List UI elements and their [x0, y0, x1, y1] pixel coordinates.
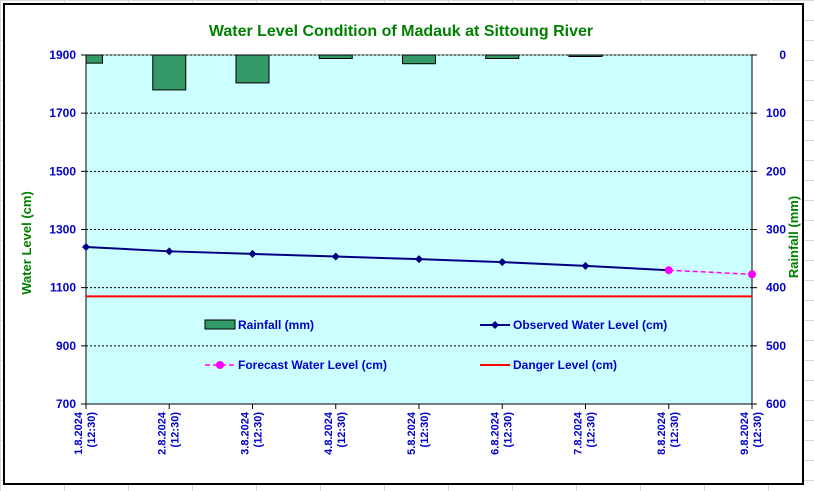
- forecast-water-level-line: [668, 269, 753, 276]
- x-tick-label: 9.8.2024: [739, 411, 751, 455]
- observed-point: [331, 252, 340, 261]
- observed-water-level-line: [85, 245, 669, 272]
- forecast-point: [748, 270, 756, 279]
- rainfall-bar: [485, 54, 520, 59]
- observed-point: [498, 258, 507, 267]
- rainfall-bar: [152, 54, 187, 91]
- left-tick-label: 900: [56, 339, 76, 353]
- legend-forecast-marker: [216, 361, 224, 369]
- x-tick-label: 3.8.2024: [240, 411, 252, 455]
- x-tick-label: (12:30): [502, 412, 514, 448]
- x-tick-label: 5.8.2024: [406, 411, 418, 455]
- rainfall-bar: [318, 54, 353, 59]
- legend-observed-label: Observed Water Level (cm): [513, 318, 667, 332]
- x-tick-label: (12:30): [169, 412, 181, 448]
- observed-point: [581, 261, 590, 270]
- chart-title: Water Level Condition of Madauk at Sitto…: [209, 23, 593, 40]
- left-tick-label: 700: [56, 397, 76, 411]
- left-tick-label: 1100: [50, 281, 76, 295]
- right-tick-label: 100: [766, 106, 786, 120]
- x-tick-label: (12:30): [253, 412, 265, 448]
- left-tick-label: 1300: [49, 223, 76, 237]
- x-tick-label: (12:30): [752, 412, 764, 448]
- legend-observed-marker: [491, 321, 499, 329]
- right-tick-label: 600: [766, 397, 786, 411]
- x-tick-label: 8.8.2024: [656, 411, 668, 455]
- x-tick-label: 4.8.2024: [323, 411, 335, 455]
- right-tick-label: 200: [766, 164, 786, 178]
- x-tick-label: (12:30): [86, 412, 98, 448]
- observed-point: [248, 249, 257, 258]
- x-tick-label: 1.8.2024: [73, 411, 85, 455]
- right-tick-label: 300: [766, 223, 786, 237]
- x-tick-label: (12:30): [586, 412, 598, 448]
- rainfall-bar: [568, 54, 603, 57]
- observed-point: [415, 255, 423, 264]
- left-tick-label: 1700: [49, 106, 76, 120]
- rainfall-bar: [85, 54, 103, 64]
- left-axis-title: Water Level (cm): [19, 191, 34, 295]
- right-tick-label: 500: [766, 339, 786, 353]
- right-tick-label: 400: [766, 281, 786, 295]
- left-tick-label: 1900: [49, 48, 76, 62]
- legend-rainfall-swatch: [204, 319, 236, 330]
- rainfall-bar: [235, 54, 270, 84]
- x-tick-label: 7.8.2024: [573, 411, 585, 455]
- legend-rainfall-label: Rainfall (mm): [238, 318, 314, 332]
- chart-legend: Rainfall (mm) Observed Water Level (cm) Fo…: [204, 318, 667, 372]
- x-tick-label: 2.8.2024: [156, 411, 168, 455]
- x-tick-label: 6.8.2024: [489, 411, 501, 455]
- right-tick-label: 0: [779, 48, 786, 62]
- legend-forecast-label: Forecast Water Level (cm): [238, 358, 387, 372]
- x-tick-label: (12:30): [336, 412, 348, 448]
- x-tick-label: (12:30): [419, 412, 431, 448]
- left-tick-label: 1500: [49, 164, 76, 178]
- observed-point: [165, 247, 174, 256]
- x-tick-label: (12:30): [669, 412, 681, 448]
- legend-danger-label: Danger Level (cm): [513, 358, 617, 372]
- rainfall-bar: [402, 54, 436, 65]
- observed-point: [82, 242, 90, 251]
- right-axis-title: Rainfall (mm): [786, 196, 801, 278]
- forecast-point: [664, 266, 673, 275]
